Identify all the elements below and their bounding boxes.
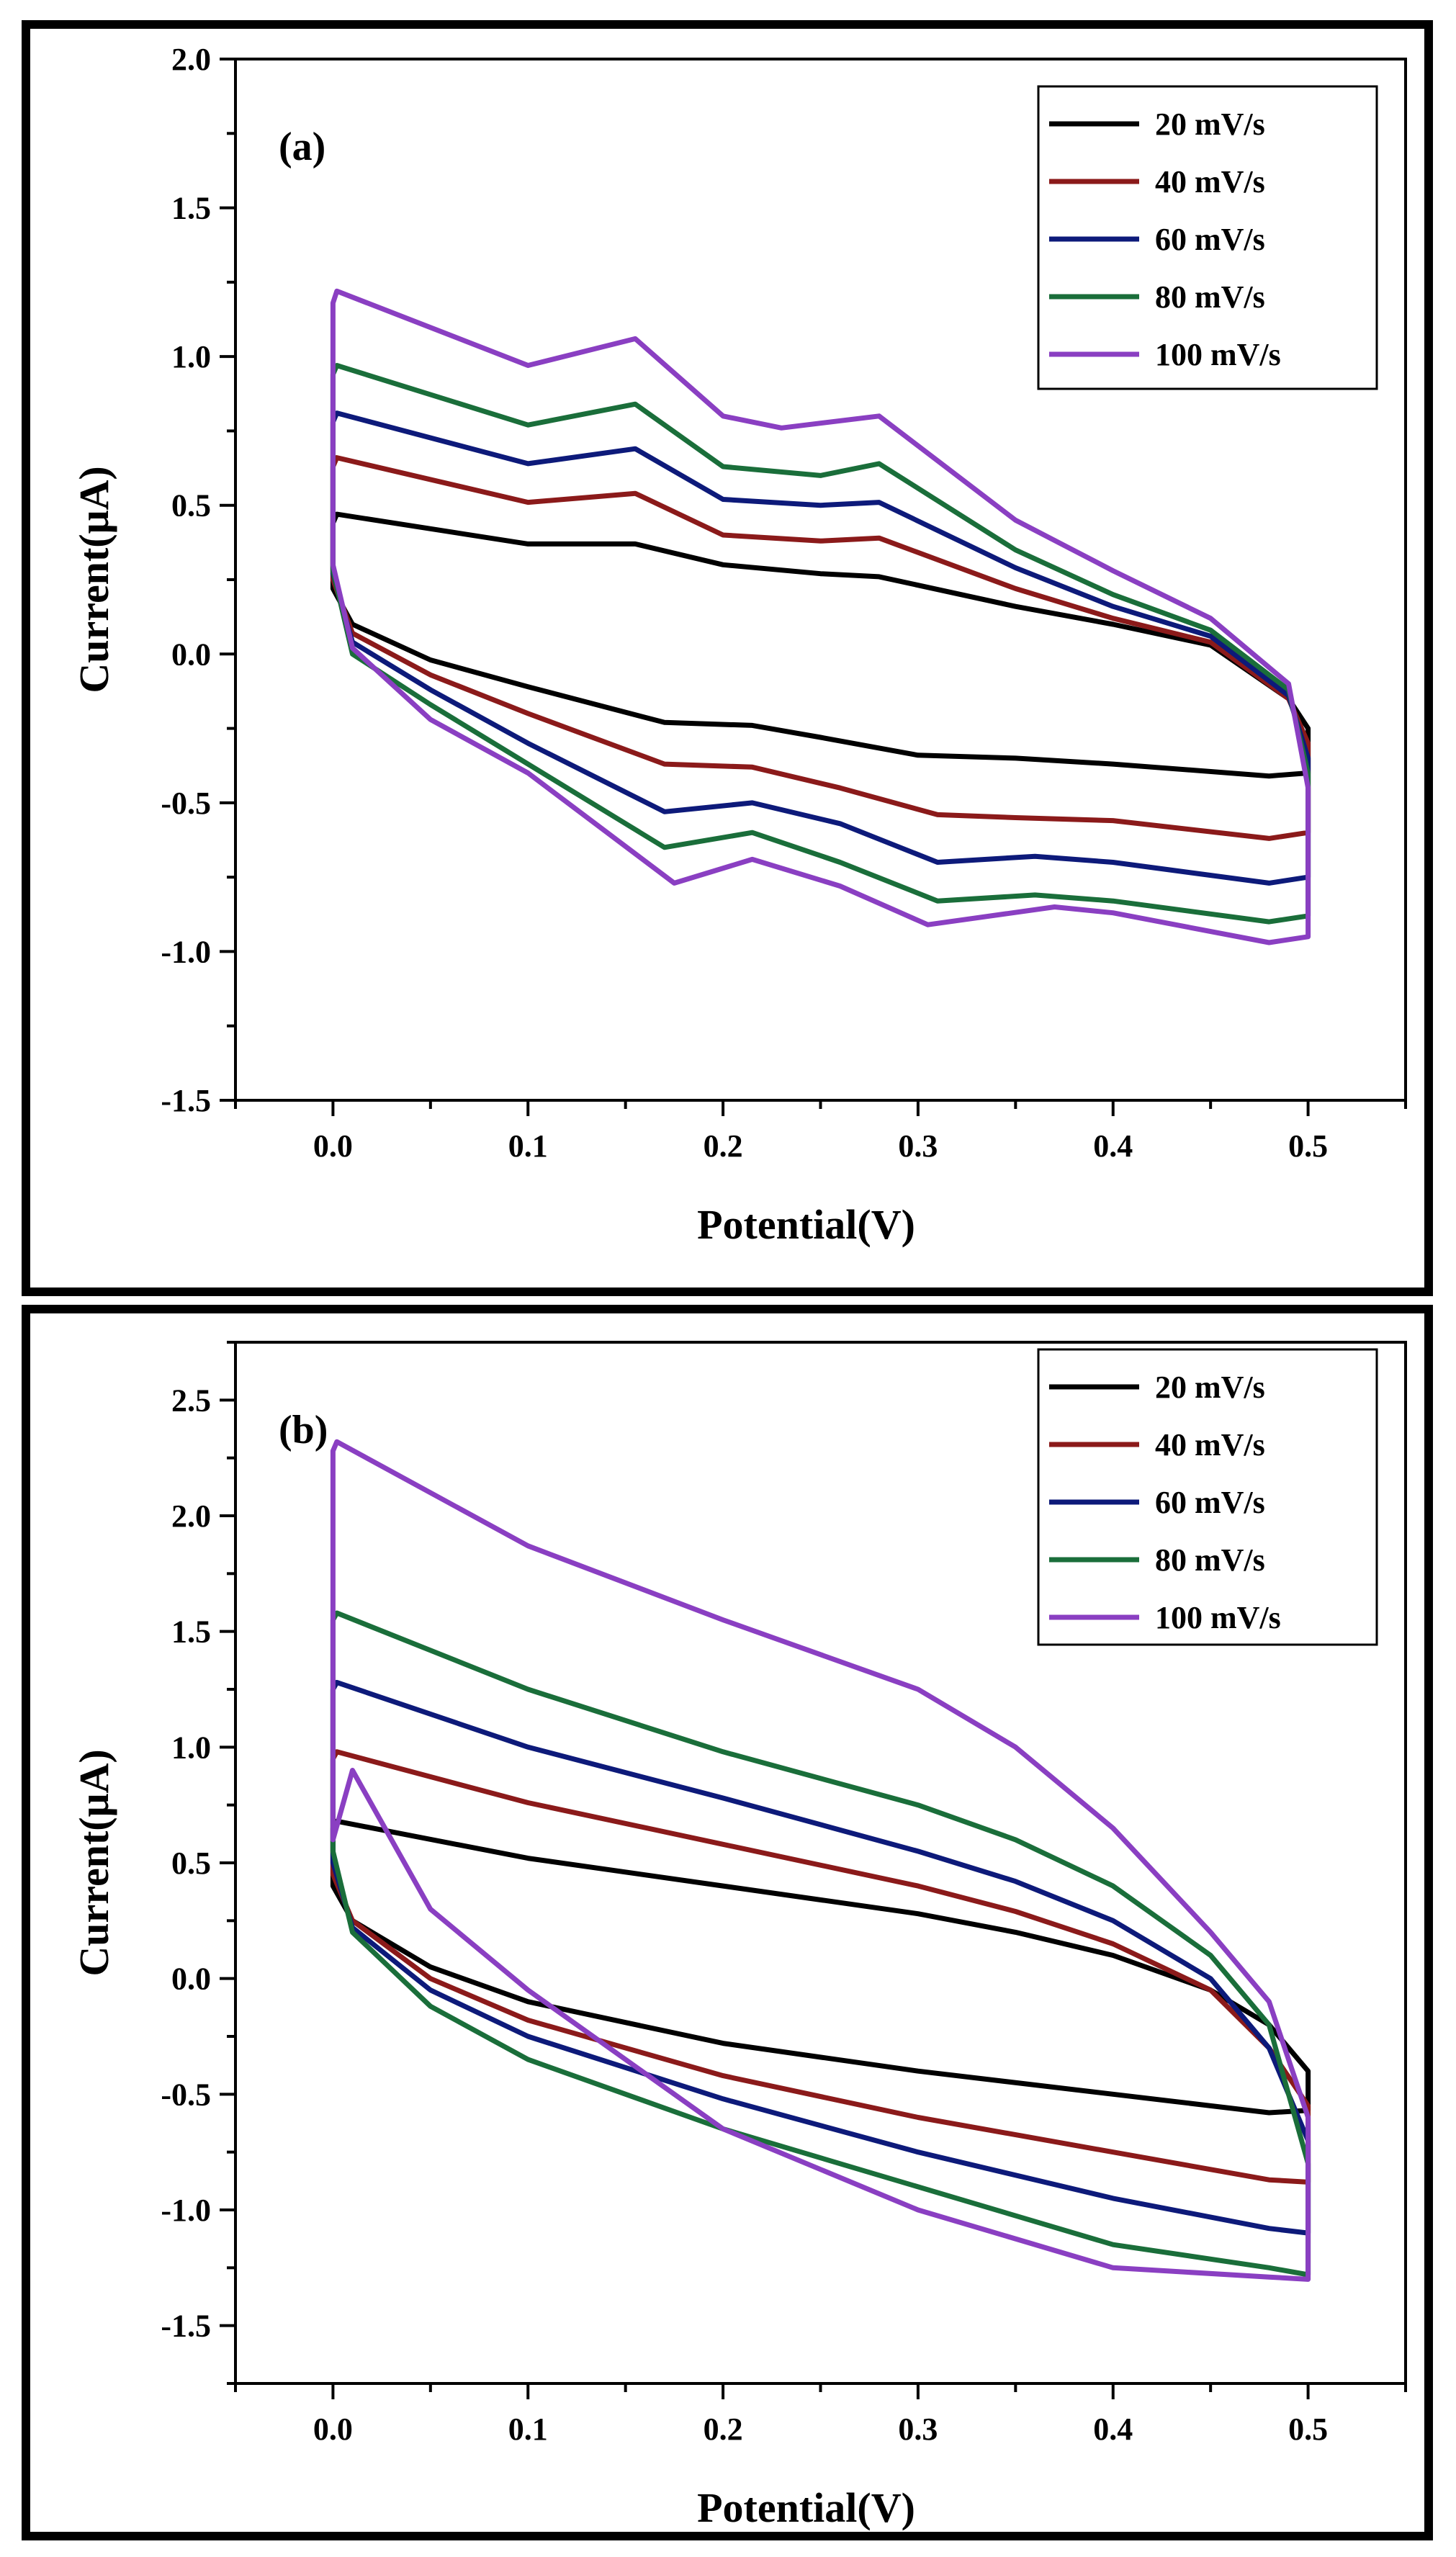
x-tick-label-a: 0.1 <box>508 1128 548 1164</box>
legend-label-b-4: 80 mV/s <box>1155 1542 1265 1578</box>
x-axis-title-a: Potential(V) <box>697 1201 915 1248</box>
series-line-b-2 <box>330 1749 1311 2185</box>
chart-a-svg: 0.0 0.1 0.2 0.3 0.4 0.5 -1.5 -1.0 -0.5 0.0 0.5 1.0 1… <box>71 42 1407 1248</box>
panel-label-b: (b) <box>279 1408 328 1452</box>
y-tick-label-b: 1.5 <box>171 1614 211 1650</box>
y-tick-label-a: 1.0 <box>171 339 211 374</box>
series-line-b-3 <box>330 1679 1311 2236</box>
legend-label-b-3: 60 mV/s <box>1155 1485 1265 1520</box>
x-tick-label-b: 0.0 <box>313 2412 353 2447</box>
legend-label-a-4: 80 mV/s <box>1155 279 1265 315</box>
series-line-a-3 <box>330 410 1311 886</box>
x-tick-label-b: 0.2 <box>704 2412 743 2447</box>
series-line-a-1 <box>330 511 1311 779</box>
x-tick-label-b: 0.3 <box>898 2412 938 2447</box>
legend-label-a-5: 100 mV/s <box>1155 337 1281 372</box>
x-tick-label-b: 0.4 <box>1093 2412 1133 2447</box>
x-tick-label-b: 0.1 <box>508 2412 548 2447</box>
series-line-b-1 <box>330 1818 1311 2116</box>
legend-label-a-3: 60 mV/s <box>1155 222 1265 257</box>
y-tick-label-a: 1.5 <box>171 191 211 226</box>
y-tick-label-a: 0.0 <box>171 637 211 672</box>
series-line-b-4 <box>330 1610 1311 2278</box>
panel-label-a: (a) <box>279 125 325 169</box>
y-tick-label-b: 2.5 <box>171 1383 211 1418</box>
y-tick-label-b: 0.0 <box>171 1961 211 1997</box>
x-tick-label-a: 0.5 <box>1288 1128 1328 1164</box>
y-tick-label-a: -1.0 <box>161 934 211 969</box>
x-tick-label-a: 0.4 <box>1093 1128 1133 1164</box>
y-tick-label-b: -1.5 <box>161 2309 211 2344</box>
chart-panel-b: 0.0 0.1 0.2 0.3 0.4 0.5 -1.5 -1.0 -0.5 0.0 0.5 1.0 1… <box>22 1305 1433 2540</box>
x-tick-label-a: 0.2 <box>704 1128 743 1164</box>
y-axis-title-a: Current(μA) <box>71 466 117 693</box>
series-line-a-5 <box>330 288 1311 945</box>
y-tick-label-b: 0.5 <box>171 1846 211 1881</box>
y-tick-label-a: -0.5 <box>161 786 211 821</box>
legend-label-b-1: 20 mV/s <box>1155 1370 1265 1405</box>
x-tick-label-a: 0.3 <box>898 1128 938 1164</box>
legend-label-b-2: 40 mV/s <box>1155 1427 1265 1462</box>
y-tick-label-b: 1.0 <box>171 1730 211 1765</box>
legend-box-b <box>1037 1348 1378 1646</box>
chart-b-svg: 0.0 0.1 0.2 0.3 0.4 0.5 -1.5 -1.0 -0.5 0.0 0.5 1.0 1… <box>71 1341 1407 2531</box>
y-tick-label-b: -1.0 <box>161 2193 211 2228</box>
y-tick-label-a: 0.5 <box>171 488 211 523</box>
series-line-b-5 <box>330 1439 1311 2282</box>
series-line-a-2 <box>330 455 1311 841</box>
y-axis-title-b: Current(μA) <box>71 1749 117 1976</box>
y-tick-label-b: 2.0 <box>171 1498 211 1534</box>
x-axis-title-b: Potential(V) <box>697 2484 915 2531</box>
y-tick-label-b: -0.5 <box>161 2077 211 2112</box>
y-tick-label-a: -1.5 <box>161 1083 211 1118</box>
legend-label-a-2: 40 mV/s <box>1155 164 1265 199</box>
x-tick-label-b: 0.5 <box>1288 2412 1328 2447</box>
chart-panel-a: 0.0 0.1 0.2 0.3 0.4 0.5 -1.5 -1.0 -0.5 0.0 0.5 1.0 1… <box>22 20 1433 1296</box>
legend-label-a-1: 20 mV/s <box>1155 107 1265 142</box>
x-tick-label-a: 0.0 <box>313 1128 353 1164</box>
series-line-a-4 <box>330 363 1311 925</box>
legend-label-b-5: 100 mV/s <box>1155 1600 1281 1635</box>
y-tick-label-a: 2.0 <box>171 42 211 77</box>
